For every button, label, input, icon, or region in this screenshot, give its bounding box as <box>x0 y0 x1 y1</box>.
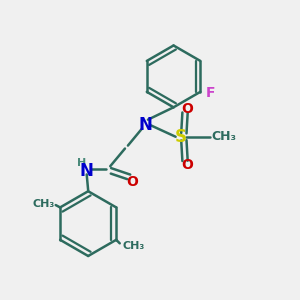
Text: CH₃: CH₃ <box>212 130 237 143</box>
Text: O: O <box>126 176 138 189</box>
Text: H: H <box>77 158 87 168</box>
Text: F: F <box>206 86 215 100</box>
Text: N: N <box>80 162 94 180</box>
Text: N: N <box>139 116 152 134</box>
Text: CH₃: CH₃ <box>33 199 55 209</box>
Text: O: O <box>182 102 193 116</box>
Text: S: S <box>175 128 187 146</box>
Text: CH₃: CH₃ <box>123 241 145 251</box>
Text: O: O <box>182 158 193 172</box>
